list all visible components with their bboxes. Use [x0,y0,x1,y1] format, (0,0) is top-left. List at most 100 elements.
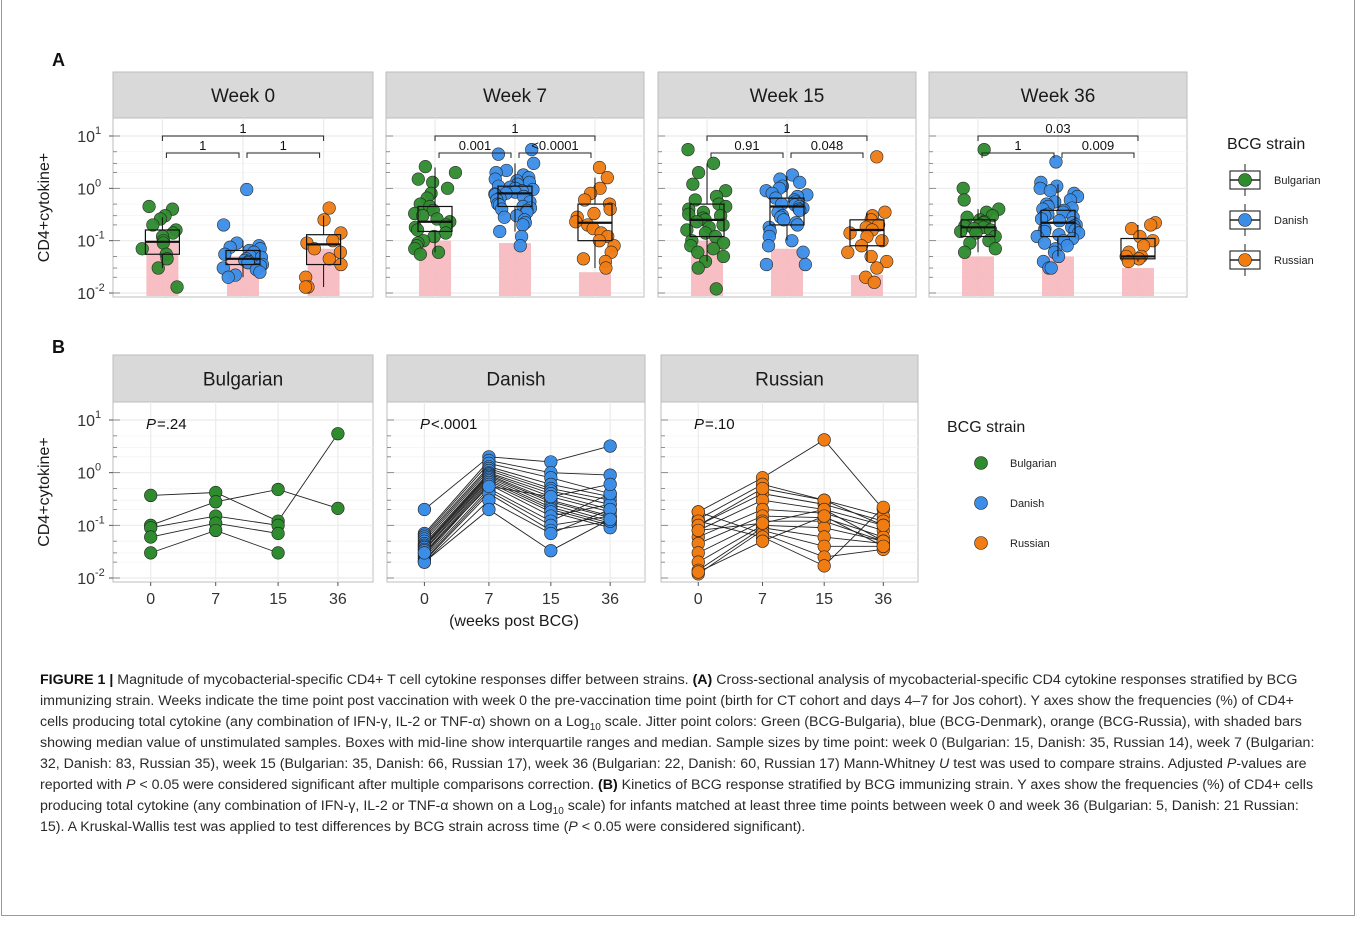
point-bulgarian-2-28 [691,261,705,275]
point-bulgarian-2-1 [706,156,721,170]
x-tick-label-1-3: 36 [601,591,619,608]
subject-point-danish-0-0 [417,502,432,517]
panel-label-b: B [52,337,65,357]
point-danish-0-1 [217,218,231,232]
facet-title-a-1: Week 7 [483,86,547,107]
point-russian-0-0 [322,201,336,215]
subject-line-danish-7 [424,473,611,546]
legend-a-label-russian: Russian [1274,255,1314,267]
point-bulgarian-1-0 [418,160,432,174]
comparison-bracket-3-2 [977,135,1139,141]
subject-point-russian-13-0 [691,523,705,538]
comparison-p-2-1: 0.048 [811,138,844,153]
p-label-0: P [146,416,156,433]
facet-title-a-0: Week 0 [211,86,275,107]
comparison-p-3-2: 0.03 [1045,121,1070,136]
subject-point-russian-0-2 [817,433,831,447]
legend-title-b: BCG strain [947,419,1025,436]
subject-line-danish-5 [424,469,611,542]
facet-title-a-3: Week 36 [1021,86,1096,107]
subject-line-danish-9 [424,475,611,548]
point-danish-3-33 [1060,239,1074,253]
subject-point-bulgarian-1-3 [331,501,345,515]
point-bulgarian-0-9 [156,236,170,250]
legend-a-point-bulgarian [1238,173,1252,187]
point-russian-1-19 [599,261,613,275]
point-russian-2-0 [870,150,884,164]
iqr-box-russian-0 [306,234,342,266]
point-russian-2-11 [841,245,855,259]
y-tick-base-b-3: 10 [77,571,95,588]
point-bulgarian-1-1 [448,165,463,180]
y-tick-base-b-0: 10 [77,413,95,430]
subject-line-danish-20 [424,483,611,554]
point-russian-1-1 [600,171,614,185]
legend-b-label-bulgarian: Bulgarian [1010,458,1056,470]
comparison-p-1-0: 0.001 [459,138,492,153]
caption-a-sub: 10 [589,721,601,733]
point-bulgarian-2-16 [716,218,730,232]
point-russian-2-12 [864,249,878,264]
point-danish-3-39 [1044,261,1058,275]
panel-label-a: A [52,50,65,70]
y-tick-base-a-1: 10 [77,181,95,198]
subject-line-danish-13 [424,481,611,555]
facet-strip-a-3 [928,71,1188,119]
subject-point-russian-14-0 [691,565,705,579]
subject-line-russian-9 [698,529,884,575]
x-tick-label-2-3: 36 [874,591,892,608]
point-danish-1-35 [516,218,530,232]
caption-a-italic-u: U [939,756,950,772]
subject-point-danish-20-2 [544,490,558,504]
x-axis-label-b: (weeks post BCG) [449,613,579,630]
subject-line-danish-12 [424,480,611,554]
legend-b-point-russian [974,536,988,550]
subject-line-danish-2 [424,462,611,536]
comparison-bracket-2-0 [710,152,784,158]
figure-1: A B Week 0 1 1 1 Week 7 0.001 <0.0001 1 Week 15 0.9… [36,50,1320,630]
comparison-p-1-2: 1 [511,121,518,136]
y-tick-base-b-2: 10 [77,518,95,535]
facet-strip-b-0 [112,354,374,403]
point-danish-3-0 [1049,155,1063,169]
legend-a-point-russian [1238,253,1252,267]
point-danish-1-36 [493,224,507,239]
comparison-bracket-1-1 [518,152,592,158]
point-bulgarian-3-1 [956,181,970,195]
comparison-bracket-1-2 [434,135,596,141]
subject-point-bulgarian-0-3 [331,427,345,441]
legend-b-point-danish [974,496,988,510]
point-danish-2-31 [798,257,812,272]
p-label-2: P [694,416,704,433]
subject-line-danish-11 [424,478,611,551]
subject-line-russian-8 [698,527,884,571]
iqr-box-danish-0 [225,249,261,266]
facet-strip-a-1 [385,71,645,119]
y-tick-base-b-1: 10 [77,466,95,483]
subject-line-russian-7 [698,524,884,563]
subject-point-danish-20-3 [603,477,617,491]
point-danish-3-32 [1037,236,1052,250]
caption-b-text-1: Kinetics of BCG response stratified by B… [40,777,1314,814]
legend-a-label-danish: Danish [1274,215,1308,227]
comparison-p-2-2: 1 [783,121,790,136]
subject-point-russian-14-1 [755,534,770,548]
point-bulgarian-2-0 [681,142,695,157]
y-tick-exp-a-3: -2 [95,282,105,294]
comparison-bracket-2-1 [790,152,864,158]
point-bulgarian-3-2 [957,193,971,207]
subject-line-danish-19 [424,508,611,563]
point-bulgarian-0-0 [142,199,156,214]
comparison-bracket-0-2 [161,135,325,141]
point-bulgarian-0-13 [151,261,165,275]
point-danish-2-28 [761,239,776,253]
point-bulgarian-3-0 [977,142,991,157]
p-value-1: <.0001 [431,416,477,433]
point-russian-1-17 [576,252,591,266]
point-bulgarian-2-25 [691,245,705,259]
subject-point-russian-11-3 [876,500,890,514]
caption-title: Magnitude of mycobacterial-specific CD4+… [117,672,689,688]
subject-point-russian-14-2 [817,509,831,523]
point-russian-2-13 [880,254,894,269]
x-tick-label-1-2: 15 [542,591,560,608]
